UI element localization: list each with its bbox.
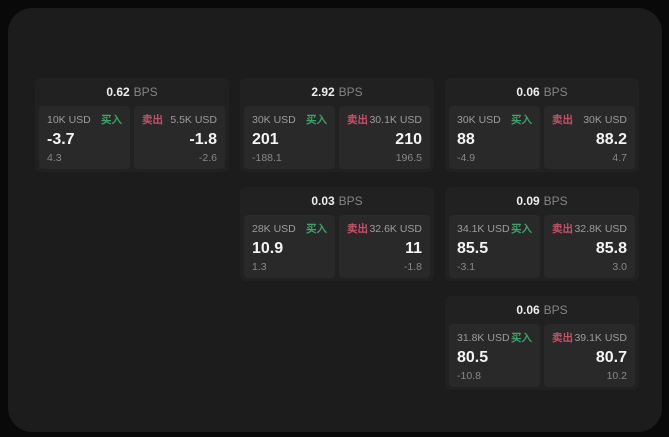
buy-price: 85.5: [457, 239, 489, 257]
sell-amount: 30.1K USD: [369, 114, 422, 126]
buy-price: 201: [252, 130, 279, 148]
buy-amount: 34.1K USD: [457, 223, 510, 235]
sell-price: 210: [395, 130, 422, 148]
buy-tile[interactable]: 31.8K USD 买入 80.5 -10.8: [449, 324, 540, 387]
sell-tile[interactable]: 卖出 30.1K USD 210 196.5: [339, 106, 430, 169]
bps-unit-label: BPS: [338, 85, 363, 99]
sell-price: 11: [405, 239, 422, 257]
bps-value: 0.06: [516, 85, 540, 99]
quote-card: 0.06 BPS 31.8K USD 买入 80.5 -10.8 卖出 39.1…: [445, 296, 639, 390]
buy-amount: 30K USD: [457, 114, 501, 126]
bps-value: 0.09: [516, 194, 540, 208]
sell-amount: 32.8K USD: [574, 223, 627, 235]
sell-price: 85.8: [595, 239, 627, 257]
sell-delta: 10.2: [606, 370, 627, 382]
sell-delta: -1.8: [403, 261, 422, 273]
bps-value: 0.06: [516, 303, 540, 317]
quote-card: 0.06 BPS 30K USD 买入 88 -4.9 卖出 30K USD 8…: [445, 78, 639, 172]
buy-tile[interactable]: 30K USD 买入 201 -188.1: [244, 106, 335, 169]
buy-side-label: 买入: [101, 114, 122, 126]
sell-price: 88.2: [595, 130, 627, 148]
bps-unit-label: BPS: [133, 85, 158, 99]
buy-delta: -188.1: [252, 152, 282, 164]
sell-side-label: 卖出: [552, 223, 573, 235]
bps-unit-label: BPS: [543, 194, 568, 208]
sell-delta: 4.7: [612, 152, 627, 164]
quote-card: 2.92 BPS 30K USD 买入 201 -188.1 卖出 30.1K …: [240, 78, 434, 172]
sell-delta: 196.5: [395, 152, 422, 164]
buy-delta: 1.3: [252, 261, 267, 273]
sell-tile[interactable]: 卖出 32.6K USD 11 -1.8: [339, 215, 430, 278]
buy-tile[interactable]: 30K USD 买入 88 -4.9: [449, 106, 540, 169]
bps-unit-label: BPS: [338, 194, 363, 208]
bps-header: 2.92 BPS: [244, 78, 430, 106]
main-panel: 0.62 BPS 10K USD 买入 -3.7 4.3 卖出 5.5K USD…: [8, 8, 662, 432]
bps-header: 0.09 BPS: [449, 187, 635, 215]
sell-price: 80.7: [595, 348, 627, 366]
quote-card: 0.03 BPS 28K USD 买入 10.9 1.3 卖出 32.6K US…: [240, 187, 434, 281]
buy-delta: 4.3: [47, 152, 62, 164]
sell-side-label: 卖出: [552, 114, 573, 126]
buy-tile[interactable]: 10K USD 买入 -3.7 4.3: [39, 106, 130, 169]
sell-tile[interactable]: 卖出 5.5K USD -1.8 -2.6: [134, 106, 225, 169]
quote-card: 0.09 BPS 34.1K USD 买入 85.5 -3.1 卖出 32.8K…: [445, 187, 639, 281]
buy-delta: -4.9: [457, 152, 476, 164]
sell-amount: 39.1K USD: [574, 332, 627, 344]
sell-side-label: 卖出: [552, 332, 573, 344]
sell-price: -1.8: [189, 130, 217, 148]
buy-side-label: 买入: [511, 114, 532, 126]
buy-delta: -10.8: [457, 370, 481, 382]
bps-unit-label: BPS: [543, 303, 568, 317]
sell-amount: 32.6K USD: [369, 223, 422, 235]
bps-unit-label: BPS: [543, 85, 568, 99]
sell-tile[interactable]: 卖出 30K USD 88.2 4.7: [544, 106, 635, 169]
sell-delta: 3.0: [612, 261, 627, 273]
bps-value: 0.03: [311, 194, 335, 208]
buy-side-label: 买入: [511, 332, 532, 344]
bps-header: 0.06 BPS: [449, 296, 635, 324]
buy-amount: 30K USD: [252, 114, 296, 126]
sell-tile[interactable]: 卖出 39.1K USD 80.7 10.2: [544, 324, 635, 387]
buy-delta: -3.1: [457, 261, 476, 273]
buy-tile[interactable]: 34.1K USD 买入 85.5 -3.1: [449, 215, 540, 278]
buy-price: 88: [457, 130, 475, 148]
sell-delta: -2.6: [198, 152, 217, 164]
buy-amount: 10K USD: [47, 114, 91, 126]
bps-value: 0.62: [106, 85, 130, 99]
bps-header: 0.03 BPS: [244, 187, 430, 215]
sell-side-label: 卖出: [142, 114, 163, 126]
sell-tile[interactable]: 卖出 32.8K USD 85.8 3.0: [544, 215, 635, 278]
buy-side-label: 买入: [306, 114, 327, 126]
sell-amount: 5.5K USD: [170, 114, 217, 126]
sell-amount: 30K USD: [583, 114, 627, 126]
buy-side-label: 买入: [511, 223, 532, 235]
buy-side-label: 买入: [306, 223, 327, 235]
quote-card: 0.62 BPS 10K USD 买入 -3.7 4.3 卖出 5.5K USD…: [35, 78, 229, 172]
sell-side-label: 卖出: [347, 223, 368, 235]
buy-amount: 28K USD: [252, 223, 296, 235]
buy-tile[interactable]: 28K USD 买入 10.9 1.3: [244, 215, 335, 278]
buy-amount: 31.8K USD: [457, 332, 510, 344]
bps-header: 0.62 BPS: [39, 78, 225, 106]
buy-price: 10.9: [252, 239, 284, 257]
buy-price: 80.5: [457, 348, 489, 366]
buy-price: -3.7: [47, 130, 75, 148]
bps-header: 0.06 BPS: [449, 78, 635, 106]
sell-side-label: 卖出: [347, 114, 368, 126]
bps-value: 2.92: [311, 85, 335, 99]
